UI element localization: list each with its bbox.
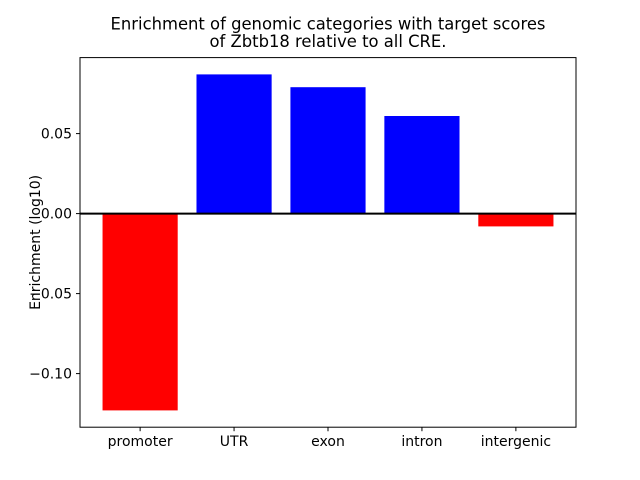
x-tick-label-intron: intron: [401, 434, 442, 450]
x-tick-label-UTR: UTR: [220, 434, 249, 450]
bar-UTR: [196, 74, 272, 214]
y-tick-label: 0.05: [41, 127, 72, 143]
chart-title-line1: Enrichment of genomic categories with ta…: [111, 15, 546, 34]
x-tick-label-intergenic: intergenic: [481, 434, 551, 450]
bar-exon: [290, 87, 366, 214]
x-tick-label-promoter: promoter: [108, 434, 173, 450]
y-axis-label: Enrichment (log10): [28, 175, 44, 310]
bar-intergenic: [478, 213, 554, 227]
y-tick-label: −0.10: [29, 367, 72, 383]
y-tick-label: 0.00: [41, 207, 72, 223]
x-tick-label-exon: exon: [311, 434, 345, 450]
bar-intron: [384, 116, 460, 214]
bar-promoter: [102, 213, 178, 411]
y-tick-label: −0.05: [29, 287, 72, 303]
chart-title-line2: of Zbtb18 relative to all CRE.: [210, 32, 447, 51]
